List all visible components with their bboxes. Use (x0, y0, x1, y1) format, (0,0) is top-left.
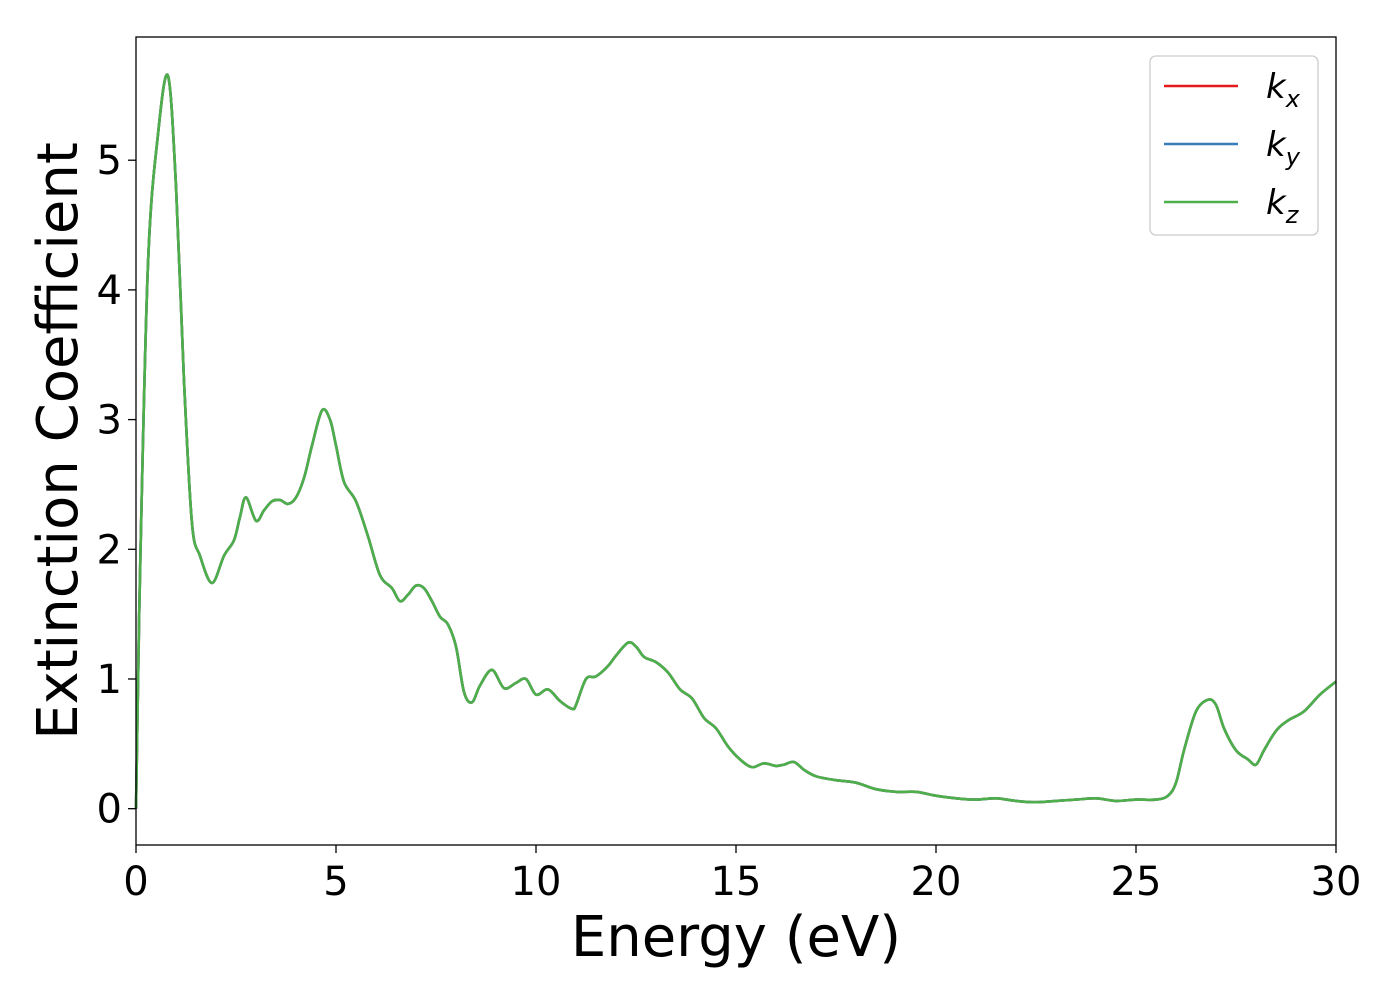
y-tick-label: 4 (97, 268, 122, 314)
x-axis-ticks: 0 5 10 15 20 25 30 (123, 845, 1361, 905)
x-tick-label: 10 (511, 859, 562, 905)
x-tick-label: 5 (323, 859, 348, 905)
x-tick-label: 25 (1111, 859, 1162, 905)
legend: kx ky kz (1149, 55, 1319, 236)
legend-label-y: ky (1266, 125, 1301, 171)
x-tick-label: 0 (123, 859, 148, 905)
y-tick-label: 1 (97, 657, 122, 703)
y-tick-label: 0 (97, 787, 122, 833)
x-axis-title: Energy (eV) (571, 905, 901, 970)
x-tick-label: 20 (911, 859, 962, 905)
legend-label-x: kx (1266, 67, 1301, 113)
y-tick-label: 5 (97, 138, 122, 184)
y-axis-title: Extinction Coefficient (26, 142, 91, 740)
x-tick-label: 15 (711, 859, 762, 905)
legend-label-z: kz (1266, 183, 1300, 229)
series-layer (134, 73, 1337, 809)
x-tick-label: 30 (1311, 859, 1362, 905)
y-tick-label: 2 (97, 527, 122, 573)
series-line-z (134, 73, 1337, 809)
y-tick-label: 3 (97, 398, 122, 444)
legend-box (1149, 55, 1319, 236)
y-axis-ticks: 0 1 2 3 4 5 (97, 138, 136, 833)
